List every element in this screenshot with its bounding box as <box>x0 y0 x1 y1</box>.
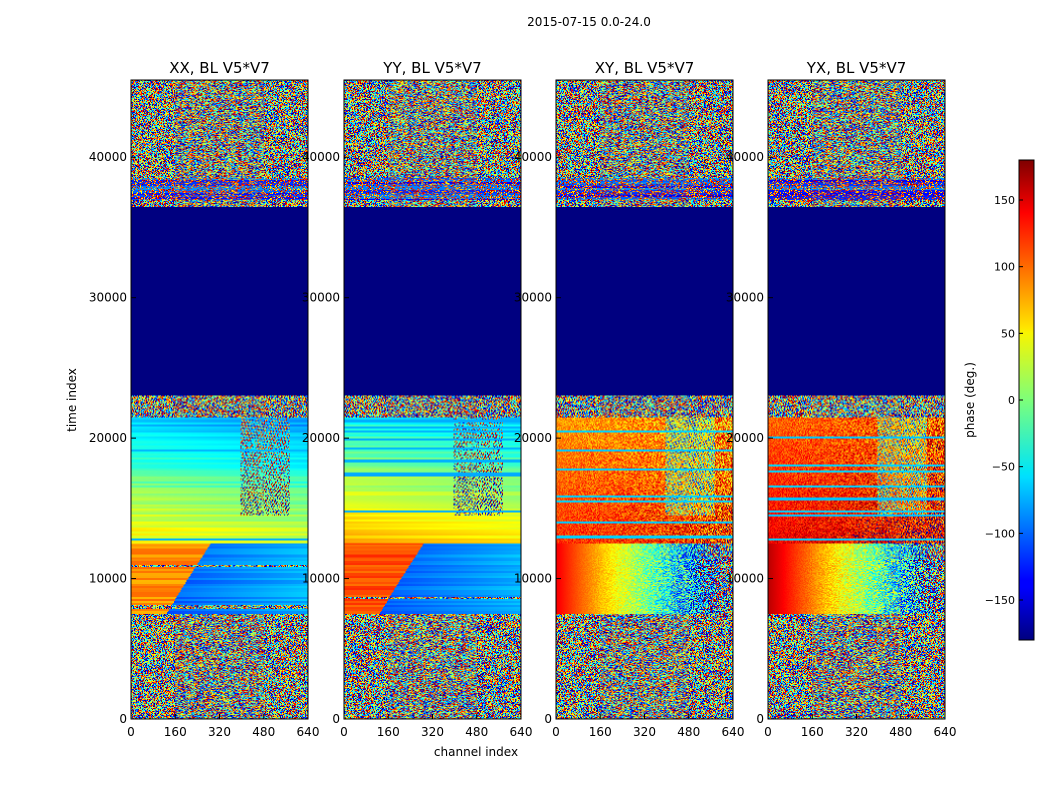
y-tick-label: 0 <box>756 712 764 726</box>
y-tick-label: 20000 <box>726 431 764 445</box>
heatmap-canvas-3 <box>768 80 945 719</box>
x-tick-label: 0 <box>552 725 560 739</box>
colorbar-tick-label: −100 <box>985 527 1015 540</box>
panel-0: XX, BL V5*V7 0 160 320 480 640 0 10000 20000 3000… <box>89 59 320 739</box>
x-tick-label: 640 <box>934 725 957 739</box>
y-tick-label: 30000 <box>89 291 127 305</box>
panel-title-0: XX, BL V5*V7 <box>169 59 270 77</box>
x-tick-label: 0 <box>764 725 772 739</box>
y-tick-label: 20000 <box>89 431 127 445</box>
x-tick-label: 320 <box>208 725 231 739</box>
x-tick-label: 320 <box>421 725 444 739</box>
heatmap-image-2 <box>556 80 733 719</box>
colorbar-ticks: −150 −100 −50 0 50 100 150 <box>985 194 1023 607</box>
panel-1: YY, BL V5*V7 0 160 320 480 640 0 10000 20000 3000… <box>302 59 533 739</box>
x-tick-label: 320 <box>845 725 868 739</box>
x-tick-label: 0 <box>340 725 348 739</box>
colorbar-label: phase (deg.) <box>963 362 977 438</box>
heatmap-canvas-1 <box>344 80 521 719</box>
y-tick-label: 10000 <box>514 572 552 586</box>
x-tick-label: 480 <box>889 725 912 739</box>
panel-title-1: YY, BL V5*V7 <box>382 59 481 77</box>
x-tick-label: 480 <box>465 725 488 739</box>
panel-3: YX, BL V5*V7 0 160 320 480 640 0 10000 20000 3000… <box>726 59 957 739</box>
panel-title-3: YX, BL V5*V7 <box>806 59 907 77</box>
y-tick-label: 40000 <box>302 150 340 164</box>
y-tick-label: 10000 <box>726 572 764 586</box>
x-tick-label: 480 <box>677 725 700 739</box>
colorbar-tick-label: 50 <box>1001 327 1015 340</box>
heatmap-image-1 <box>344 80 521 719</box>
colorbar: −150 −100 −50 0 50 100 150 phase (deg.) <box>963 159 1035 641</box>
y-tick-label: 30000 <box>514 291 552 305</box>
y-tick-label: 20000 <box>302 431 340 445</box>
y-tick-label: 40000 <box>514 150 552 164</box>
panel-title-2: XY, BL V5*V7 <box>595 59 695 77</box>
x-axis-label: channel index <box>434 745 518 759</box>
colorbar-tick-label: −150 <box>985 594 1015 607</box>
y-tick-label: 20000 <box>514 431 552 445</box>
y-axis-label: time index <box>65 368 79 432</box>
colorbar-tick-label: 150 <box>994 194 1015 207</box>
y-tick-label: 30000 <box>726 291 764 305</box>
y-tick-label: 0 <box>544 712 552 726</box>
x-tick-label: 0 <box>127 725 135 739</box>
y-tick-label: 40000 <box>89 150 127 164</box>
y-tick-label: 0 <box>332 712 340 726</box>
y-tick-label: 10000 <box>302 572 340 586</box>
x-tick-label: 480 <box>252 725 275 739</box>
heatmap-canvas-2 <box>556 80 733 719</box>
x-tick-label: 160 <box>801 725 824 739</box>
x-tick-label: 640 <box>297 725 320 739</box>
y-tick-label: 10000 <box>89 572 127 586</box>
x-tick-label: 160 <box>589 725 612 739</box>
panel-2: XY, BL V5*V7 0 160 320 480 640 0 10000 20000 3000… <box>514 59 745 739</box>
x-tick-label: 160 <box>164 725 187 739</box>
heatmap-canvas-0 <box>131 80 308 719</box>
x-tick-label: 640 <box>722 725 745 739</box>
panels: XX, BL V5*V7 0 160 320 480 640 0 10000 20000 3000… <box>89 59 957 739</box>
colorbar-tick-label: 100 <box>994 261 1015 274</box>
colorbar-tick-label: −50 <box>992 461 1015 474</box>
y-tick-label: 0 <box>119 712 127 726</box>
x-tick-label: 160 <box>377 725 400 739</box>
y-tick-label: 30000 <box>302 291 340 305</box>
colorbar-tick-label: 0 <box>1008 394 1015 407</box>
heatmap-image-3 <box>768 80 945 719</box>
x-tick-label: 320 <box>633 725 656 739</box>
x-tick-label: 640 <box>510 725 533 739</box>
heatmap-image-0 <box>131 80 308 719</box>
suptitle: 2015-07-15 0.0-24.0 <box>527 15 651 29</box>
y-tick-label: 40000 <box>726 150 764 164</box>
